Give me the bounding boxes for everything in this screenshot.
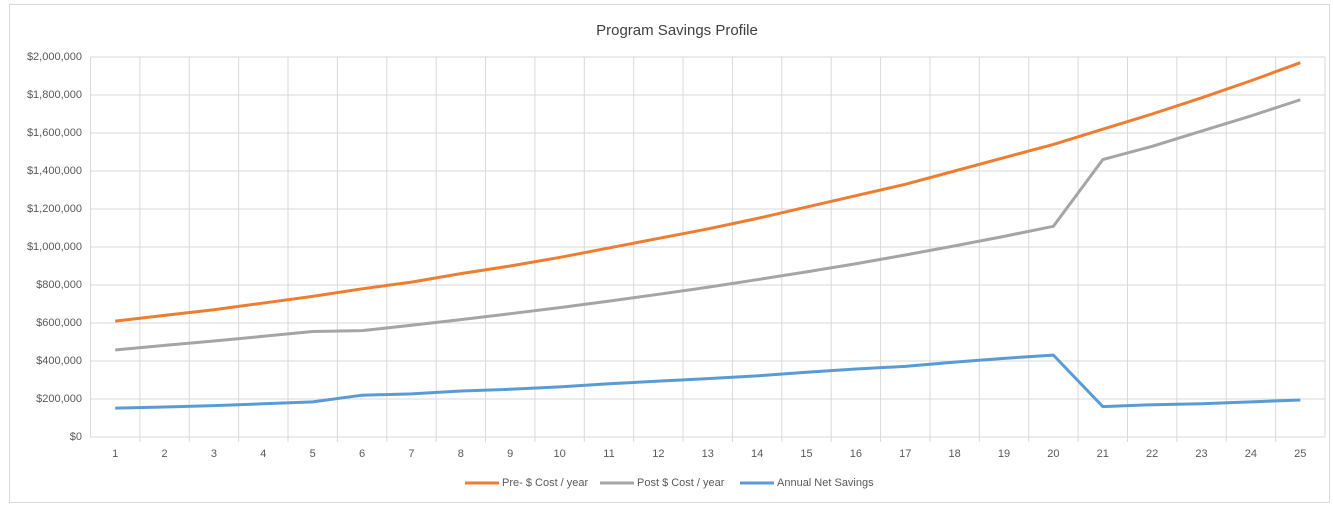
y-tick-label: $800,000	[36, 279, 82, 291]
y-tick-label: $200,000	[36, 393, 82, 405]
x-tick-label: 17	[899, 448, 911, 460]
x-tick-label: 22	[1146, 448, 1158, 460]
x-tick-label: 2	[162, 448, 168, 460]
y-tick-label: $1,400,000	[27, 165, 82, 177]
series-line	[115, 98, 1301, 352]
x-tick-label: 13	[702, 448, 714, 460]
x-tick-label: 7	[408, 448, 414, 460]
y-tick-label: $1,800,000	[27, 89, 82, 101]
x-tick-label: 18	[949, 448, 961, 460]
x-tick-label: 9	[507, 448, 513, 460]
x-tick-label: 5	[310, 448, 316, 460]
chart-title: Program Savings Profile	[596, 22, 758, 39]
x-tick-label: 4	[260, 448, 266, 460]
x-tick-label: 1	[112, 448, 118, 460]
x-tick-label: 19	[998, 448, 1010, 460]
y-tick-label: $1,200,000	[27, 203, 82, 215]
y-tick-label: $1,600,000	[27, 127, 82, 139]
y-tick-label: $2,000,000	[27, 51, 82, 63]
chart-border	[9, 4, 1330, 503]
series-line	[115, 353, 1301, 410]
y-tick-label: $400,000	[36, 355, 82, 367]
series-line	[115, 61, 1301, 323]
x-tick-label: 6	[359, 448, 365, 460]
x-tick-label: 20	[1047, 448, 1059, 460]
x-tick-label: 21	[1097, 448, 1109, 460]
y-tick-label: $0	[70, 431, 82, 443]
x-tick-label: 15	[800, 448, 812, 460]
x-tick-label: 14	[751, 448, 763, 460]
x-tick-label: 23	[1195, 448, 1207, 460]
legend-label: Post $ Cost / year	[637, 477, 725, 489]
x-tick-label: 16	[850, 448, 862, 460]
x-tick-label: 8	[458, 448, 464, 460]
x-tick-label: 3	[211, 448, 217, 460]
x-tick-label: 24	[1245, 448, 1257, 460]
legend-label: Pre- $ Cost / year	[502, 477, 589, 489]
legend-label: Annual Net Savings	[777, 477, 874, 489]
x-tick-label: 12	[652, 448, 664, 460]
y-tick-label: $1,000,000	[27, 241, 82, 253]
x-tick-label: 25	[1294, 448, 1306, 460]
x-tick-label: 10	[553, 448, 565, 460]
x-tick-label: 11	[603, 448, 614, 460]
y-tick-label: $600,000	[36, 317, 82, 329]
